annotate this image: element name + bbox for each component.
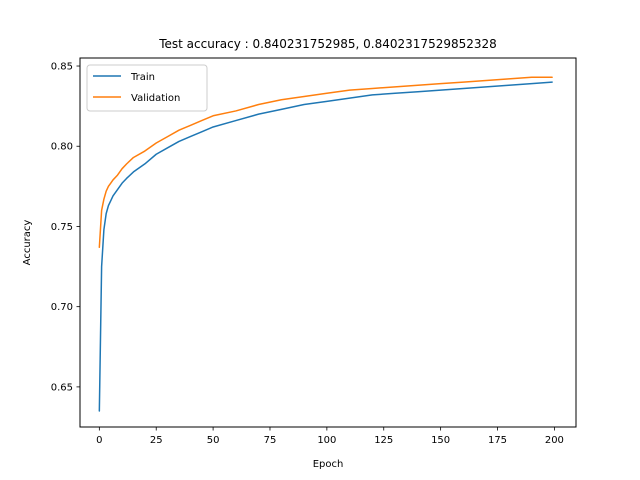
x-tick-label: 125	[374, 435, 393, 446]
legend-label-train: Train	[130, 72, 155, 83]
y-axis: 0.65 0.70 0.75 0.80 0.85	[51, 62, 80, 393]
x-tick-label: 50	[207, 435, 220, 446]
x-tick-label: 0	[96, 435, 102, 446]
x-tick-label: 150	[431, 435, 450, 446]
x-tick-label: 25	[150, 435, 163, 446]
y-axis-label: Accuracy	[22, 220, 33, 266]
x-axis-label: Epoch	[313, 459, 344, 470]
y-tick-label: 0.65	[51, 382, 73, 393]
series-line-train	[98, 81, 553, 412]
legend-label-validation: Validation	[131, 93, 180, 104]
y-tick-label: 0.70	[51, 302, 73, 313]
x-axis: 0 25 50 75 100 125 150 175 200	[96, 427, 564, 446]
x-tick-label: 200	[545, 435, 564, 446]
x-tick-label: 100	[317, 435, 336, 446]
y-tick-label: 0.85	[51, 62, 73, 73]
y-tick-label: 0.80	[51, 142, 73, 153]
plot-frame	[79, 57, 577, 428]
x-tick-label: 75	[264, 435, 277, 446]
legend: Train Validation	[86, 64, 208, 112]
series-line-validation	[98, 76, 553, 249]
x-tick-label: 175	[488, 435, 507, 446]
chart-title: Test accuracy : 0.840231752985, 0.840231…	[158, 37, 497, 51]
y-tick-label: 0.75	[51, 222, 73, 233]
